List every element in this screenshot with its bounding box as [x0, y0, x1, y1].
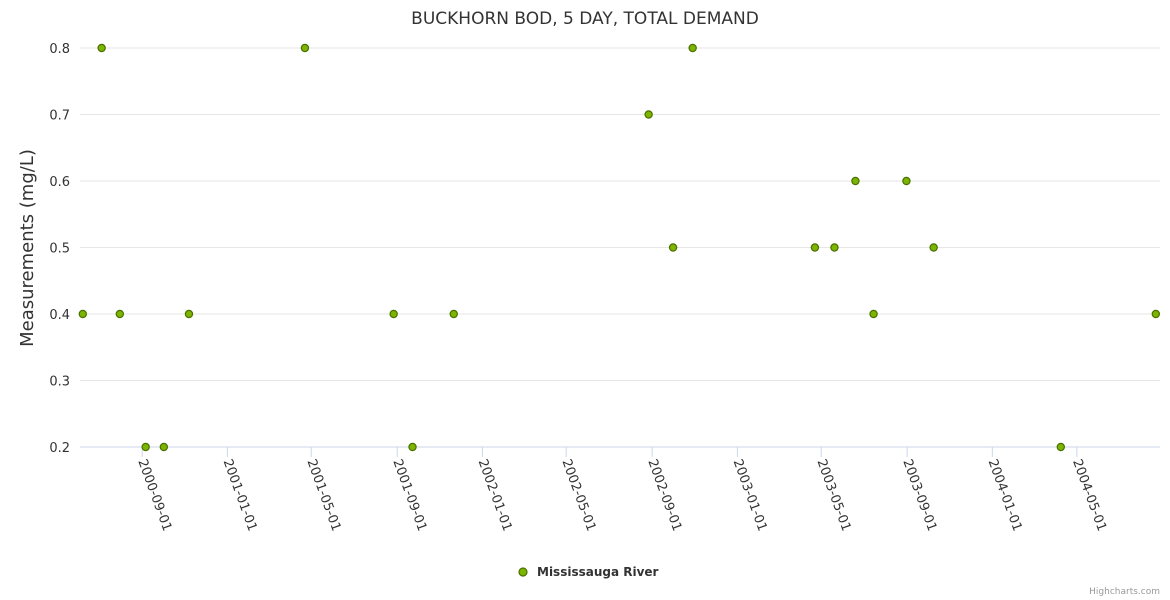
- credits-link[interactable]: Highcharts.com: [1089, 587, 1160, 597]
- y-axis-label: Measurements (mg/L): [17, 149, 38, 347]
- y-tick-label: 0.2: [49, 441, 70, 456]
- y-axis-ticks: 0.2 0.3 0.4 0.5 0.6 0.7 0.8: [49, 42, 70, 456]
- data-point[interactable]: [78, 309, 87, 319]
- legend-label[interactable]: Mississauga River: [537, 565, 659, 579]
- data-point[interactable]: [830, 243, 839, 252]
- data-point[interactable]: [851, 176, 860, 186]
- data-point[interactable]: [449, 309, 458, 319]
- legend-marker-icon[interactable]: [518, 567, 528, 577]
- y-tick-label: 0.8: [49, 42, 70, 57]
- data-point[interactable]: [389, 309, 398, 319]
- data-point[interactable]: [97, 43, 106, 53]
- data-point[interactable]: [668, 243, 678, 252]
- y-tick-label: 0.7: [49, 109, 70, 124]
- data-point[interactable]: [141, 442, 150, 452]
- data-point[interactable]: [644, 110, 653, 119]
- y-tick-label: 0.6: [49, 175, 70, 190]
- data-point[interactable]: [902, 176, 911, 186]
- data-point[interactable]: [1056, 442, 1066, 452]
- data-point[interactable]: [408, 442, 417, 452]
- data-point[interactable]: [810, 243, 820, 252]
- chart-title: BUCKHORN BOD, 5 DAY, TOTAL DEMAND: [411, 9, 759, 29]
- data-point[interactable]: [869, 309, 878, 319]
- y-tick-label: 0.4: [49, 308, 70, 323]
- data-point[interactable]: [159, 442, 169, 452]
- data-point[interactable]: [115, 309, 125, 319]
- legend[interactable]: Mississauga River: [518, 565, 659, 579]
- y-tick-label: 0.3: [49, 375, 70, 390]
- grid-lines: [80, 47, 1160, 448]
- data-point[interactable]: [929, 243, 938, 252]
- data-points: [78, 43, 1161, 452]
- data-point[interactable]: [1151, 309, 1161, 319]
- data-point[interactable]: [300, 43, 310, 53]
- data-point[interactable]: [688, 43, 697, 53]
- data-point[interactable]: [184, 309, 194, 319]
- y-tick-label: 0.5: [49, 242, 70, 257]
